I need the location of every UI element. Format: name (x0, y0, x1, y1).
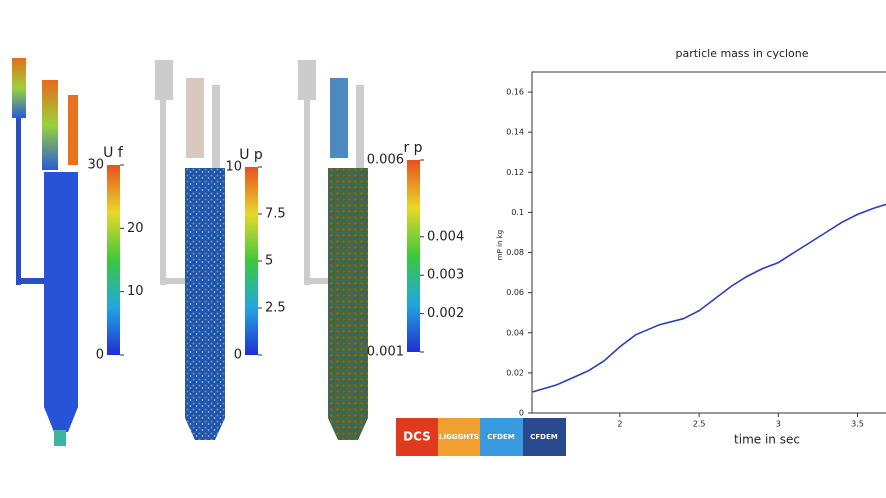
logo-text: CFDEM (530, 433, 558, 441)
y-tick-label: 0.08 (506, 248, 524, 257)
x-axis-label: time in sec (734, 433, 800, 447)
x-tick-label: 2 (617, 420, 622, 429)
colorbar-tick-label: 0.006 (367, 153, 404, 168)
colorbar-tick-label: 0 (96, 348, 104, 363)
colorbar-tick-label: 0.002 (427, 306, 464, 321)
colorbar-tick-label: 0.004 (427, 229, 464, 244)
colorbar-tick-label: 5 (265, 254, 273, 269)
colorbar-tick-label: 7.5 (265, 207, 286, 222)
render-fluid (12, 58, 78, 446)
x-tick-label: 2.5 (693, 420, 706, 429)
y-axis-label: mP in kg (496, 230, 504, 260)
y-tick-label: 0.12 (506, 168, 524, 177)
x-tick-label: 3.5 (851, 420, 864, 429)
logos (396, 418, 566, 456)
colorbar-tick-label: 10 (225, 160, 242, 175)
colorbar-tick-label: 10 (127, 284, 144, 299)
y-tick-label: 0.16 (506, 88, 524, 97)
colorbar-tick-label: 0 (234, 348, 242, 363)
y-tick-label: 0.1 (511, 208, 524, 217)
chart-title: particle mass in cyclone (675, 47, 808, 60)
colorbar (407, 160, 420, 352)
y-tick-label: 0.14 (506, 128, 524, 137)
data-line (532, 203, 886, 393)
render-particle-radius (298, 60, 368, 440)
y-tick-label: 0.02 (506, 368, 524, 377)
render-particle-velocity (155, 60, 225, 440)
logo-text: LIGGGHTS (439, 433, 479, 441)
colorbar-label: U p (239, 147, 263, 163)
colorbar-tick-label: 30 (87, 158, 104, 173)
colorbar-label: r p (403, 140, 422, 156)
logo-text: DCS (403, 430, 431, 444)
logo-text: CFDEM (487, 433, 515, 441)
y-tick-label: 0.06 (506, 288, 524, 297)
y-tick-label: 0.04 (506, 328, 524, 337)
plot-frame (531, 71, 886, 414)
colorbar-label: U f (103, 145, 124, 161)
x-tick-label: 3 (776, 420, 781, 429)
y-tick-label: 0 (519, 409, 524, 418)
colorbar (107, 165, 120, 355)
colorbar-tick-label: 20 (127, 221, 144, 236)
colorbar-tick-label: 0.001 (367, 345, 404, 360)
colorbar (245, 167, 258, 355)
colorbar-tick-label: 2.5 (265, 301, 286, 316)
colorbar-tick-label: 0.003 (427, 268, 464, 283)
